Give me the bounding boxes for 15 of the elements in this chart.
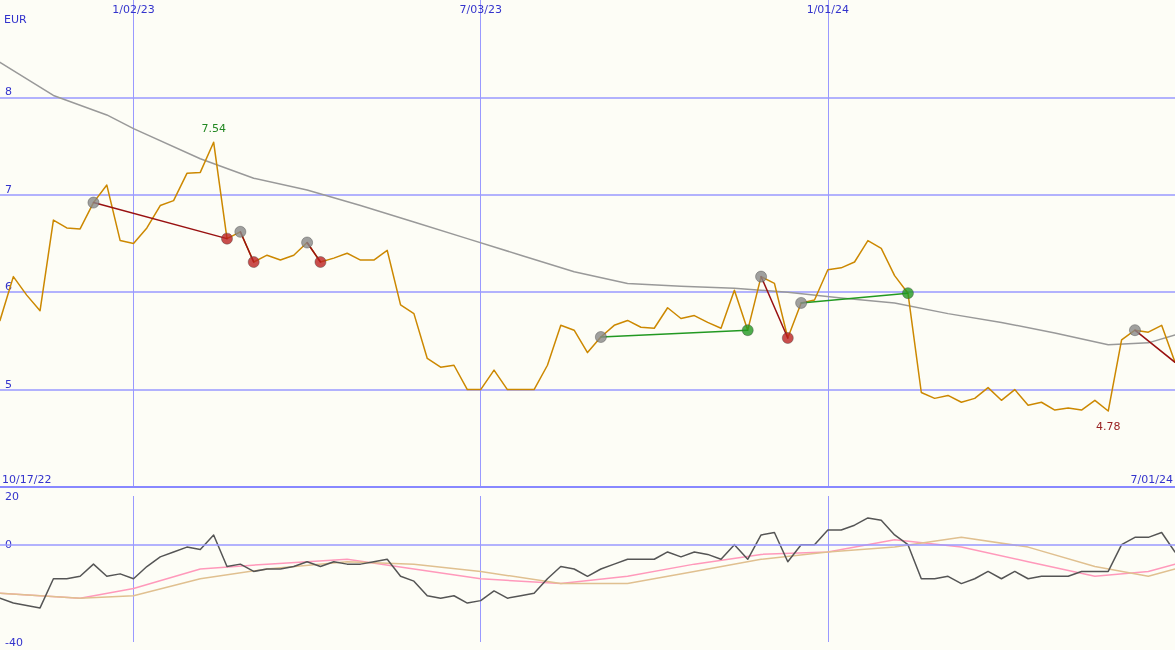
x-tick-label: 1/02/23: [112, 3, 155, 16]
y-tick-label: 8: [5, 85, 12, 99]
annotation: 10/17/22: [2, 473, 52, 486]
annotation: 7.54: [201, 122, 226, 136]
annotation: 7/01/24: [1130, 473, 1173, 486]
y-tick-label: -40: [5, 635, 23, 649]
y-axis-title: EUR: [4, 13, 27, 26]
y-tick-label: 20: [5, 489, 19, 503]
y-tick-label: 5: [5, 377, 12, 391]
x-tick-label: 7/03/23: [459, 3, 502, 16]
y-tick-label: 0: [5, 538, 12, 552]
y-tick-label: 7: [5, 182, 12, 196]
x-tick-label: 1/01/24: [806, 3, 850, 16]
line-series: [0, 517, 1175, 609]
annotation: 4.78: [1095, 420, 1121, 434]
